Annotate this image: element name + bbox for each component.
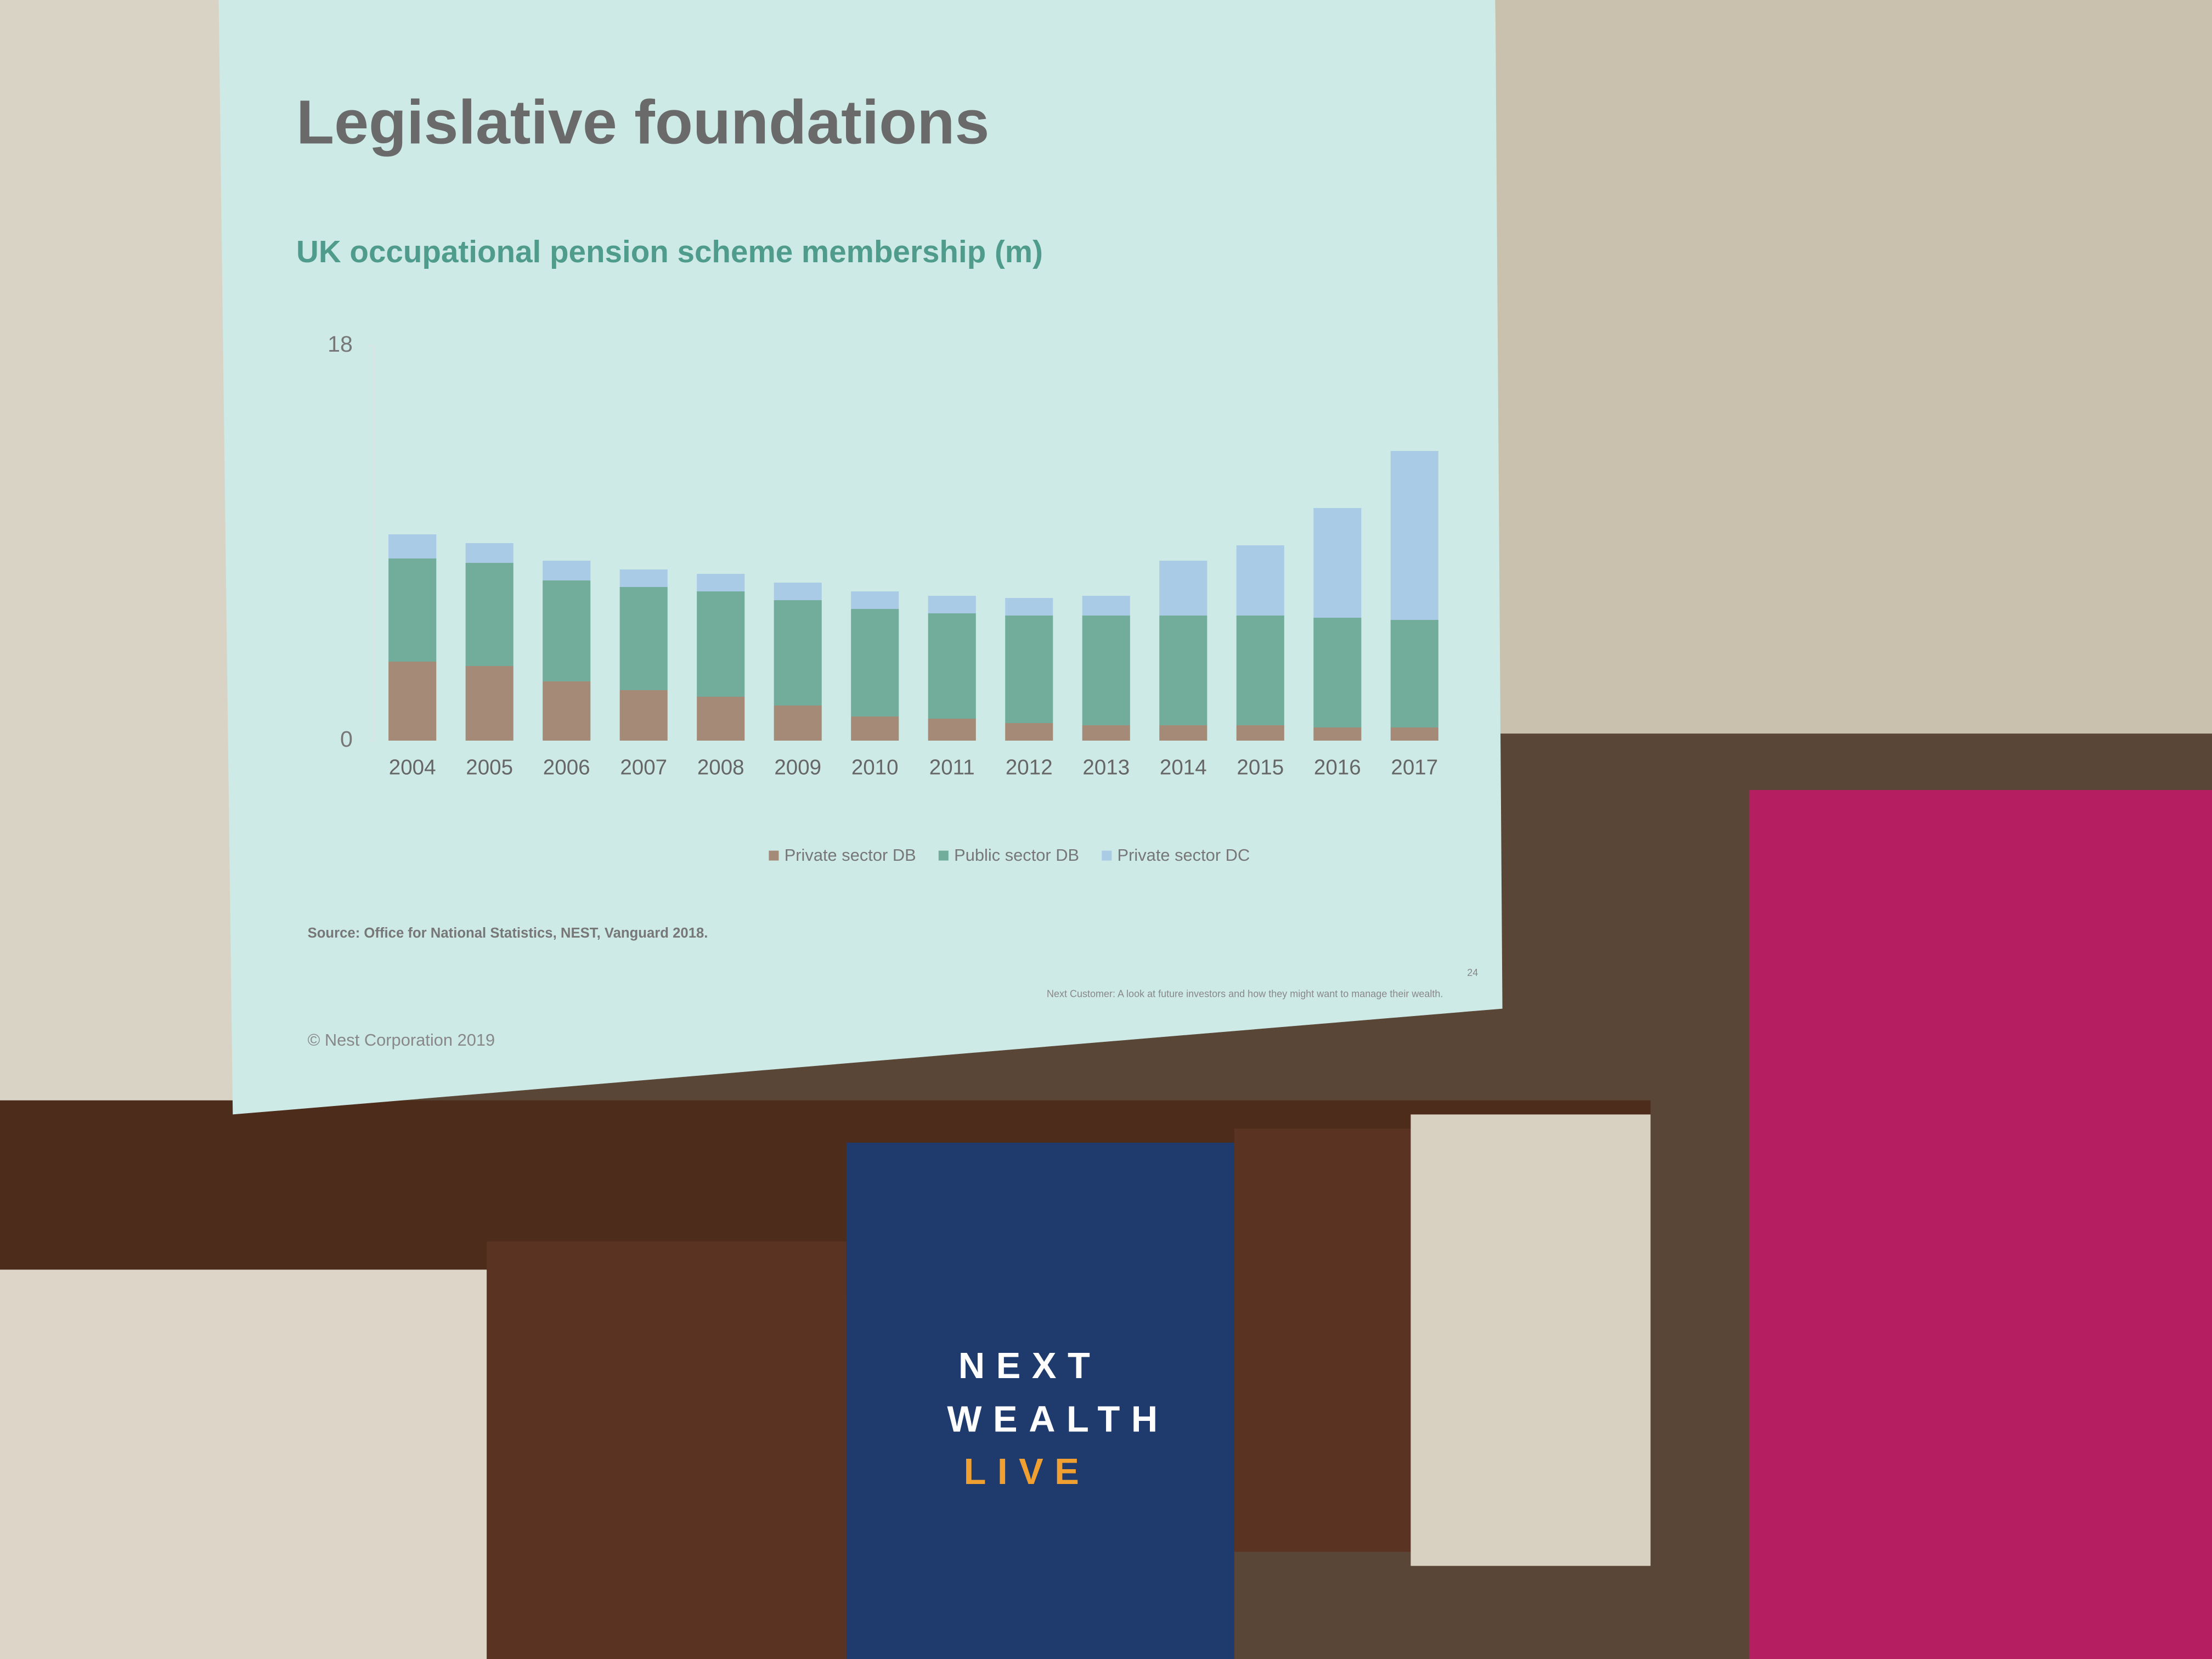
banner-text: LIVE [964,1451,1091,1492]
bar-segment [1082,725,1130,741]
bar-segment [1159,616,1207,726]
legend-label: Public sector DB [954,845,1079,865]
bar-segment [388,534,437,558]
bar-segment [543,561,591,580]
bar-segment [928,596,976,613]
bar-segment [774,583,822,600]
bar-segment [1236,616,1284,726]
bar-segment [1390,727,1438,741]
bar-segment [1390,620,1438,727]
x-tick-label: 2012 [1006,756,1053,780]
bar-segment [1236,725,1284,741]
bar-segment [1005,616,1053,723]
banner [846,1142,1234,1659]
page-number: 24 [1467,967,1478,978]
bar-segment [388,558,437,662]
slide-title: Legislative foundations [296,87,989,156]
legend-label: Private sector DB [785,845,916,865]
bar-segment [1005,598,1053,616]
seating [1749,790,2212,1659]
x-tick-label: 2004 [389,756,436,780]
bar-segment [388,662,437,741]
bar-segment [619,587,668,690]
banner-text: WEALTH [947,1399,1169,1440]
x-tick-label: 2009 [774,756,821,780]
source: Source: Office for National Statistics, … [308,926,708,941]
copyright: © Nest Corporation 2019 [308,1030,495,1049]
bar-segment [774,706,822,741]
bar-segment [851,716,899,741]
legend-swatch [1102,850,1112,861]
bar-segment [1313,727,1362,741]
x-tick-label: 2005 [466,756,513,780]
plot: 0 18 2004 2005 2006 2007 2008 2009 2010 2011 2012 2… [328,331,1438,865]
legend-swatch [938,850,949,861]
bar-segment [543,681,591,741]
bar-segment [1082,596,1130,616]
bar-segment [619,569,668,587]
bar-segment [465,543,514,563]
wall-left [0,0,240,1171]
bar-segment [697,591,745,697]
legend-swatch [769,850,779,861]
x-tick-label: 2011 [929,756,975,780]
x-tick-label: 2014 [1160,756,1207,780]
bar-segment [774,600,822,706]
x-tick-label: 2010 [851,756,899,780]
bar-segment [619,690,668,741]
x-tick-label: 2017 [1391,756,1438,780]
wall-mid [1410,1114,1651,1566]
bar-segment [1313,508,1362,618]
bar-segment [543,580,591,681]
door-left [487,1241,847,1659]
x-tick-label: 2008 [697,756,744,780]
x-tick-label: 2013 [1082,756,1130,780]
bar-segment [697,697,745,741]
bar-segment [1005,723,1053,741]
bar-segment [465,563,514,666]
bar-segment [697,574,745,591]
x-tick-label: 2016 [1314,756,1361,780]
banner-text: NEXT [958,1345,1102,1386]
bar-segment [1159,725,1207,741]
wall-lower [0,1269,494,1659]
bar-segment [928,719,976,741]
door-right [1234,1128,1411,1552]
y-tick-label: 0 [340,726,353,752]
bar-segment [851,609,899,716]
x-tick-label: 2006 [543,756,590,780]
chart-subtitle: UK occupational pension scheme membershi… [296,234,1043,269]
bar-segment [1313,618,1362,727]
bar-segment [1082,616,1130,726]
bar-segment [1159,561,1207,616]
bar-segment [1390,451,1438,620]
x-tick-label: 2015 [1237,756,1284,780]
bar-segment [465,666,514,741]
x-tick-label: 2007 [620,756,667,780]
footer: Next Customer: A look at future investor… [1047,989,1443,1000]
ceiling [1495,0,2212,734]
bar-segment [928,613,976,719]
legend-label: Private sector DC [1118,845,1250,865]
bar-segment [851,591,899,609]
y-tick-label: 18 [328,331,353,357]
bar-segment [1236,545,1284,616]
slide [218,0,1503,1115]
